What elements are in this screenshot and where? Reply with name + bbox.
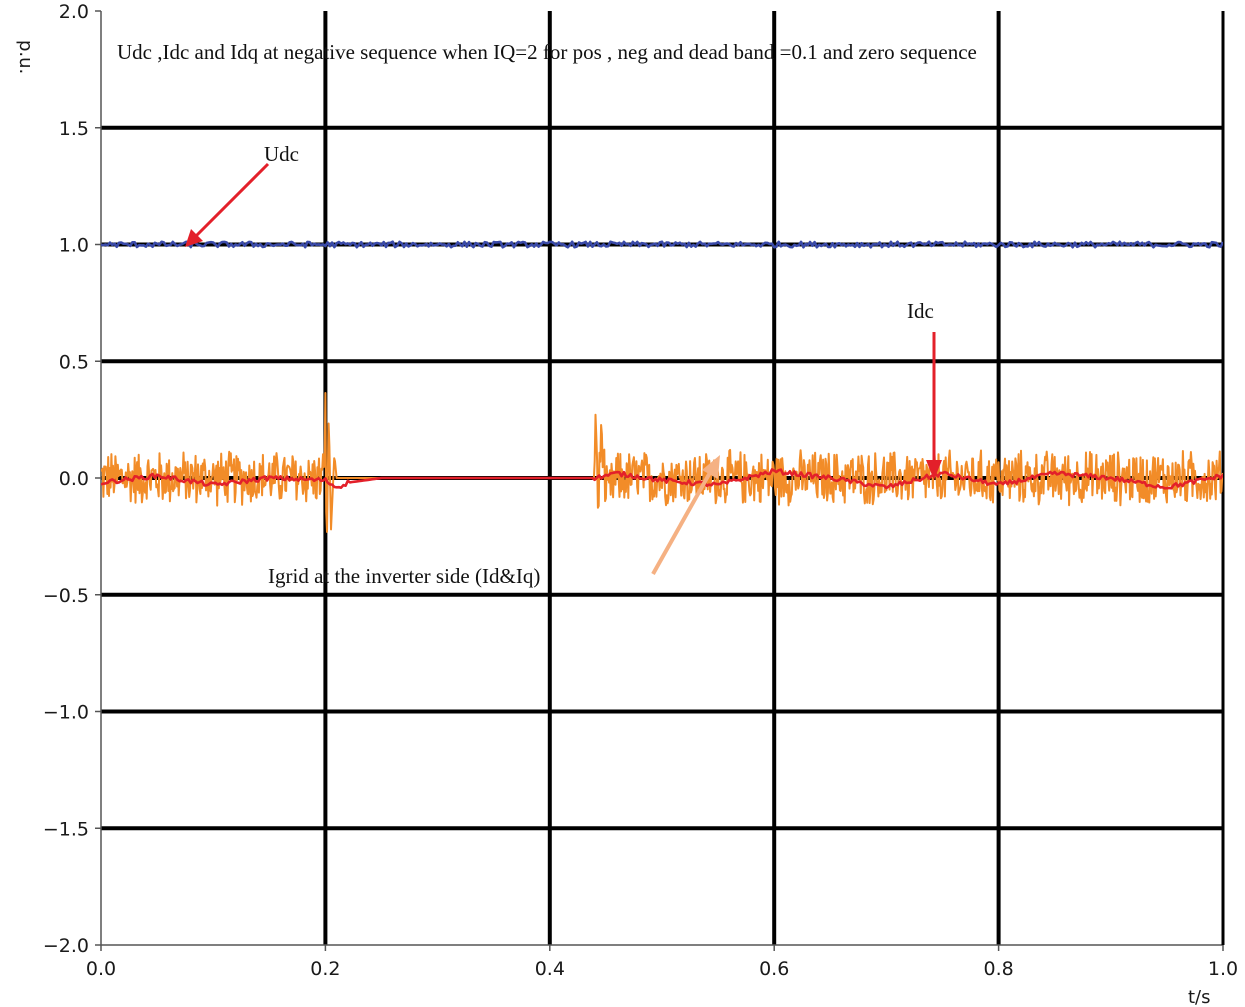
y-tick-label: −2.0 <box>43 935 89 957</box>
y-tick-label: 2.0 <box>59 1 89 23</box>
igrid-arrowhead <box>702 455 720 479</box>
y-tick-label: −1.5 <box>43 818 89 840</box>
idc-arrowhead <box>926 460 942 480</box>
x-tick-label: 0.0 <box>86 958 116 980</box>
y-axis-title: p.u. <box>15 40 36 74</box>
igrid-annotation-label: Igrid at the inverter side (Id&Iq) <box>268 564 540 588</box>
y-tick-label: 0.5 <box>59 351 89 373</box>
idc-annotation: Idc <box>907 299 942 480</box>
udc-annotation: Udc <box>185 142 299 247</box>
x-tick-label: 0.6 <box>759 958 789 980</box>
udc-arrow <box>193 162 270 239</box>
y-tick-label: −1.0 <box>43 702 89 724</box>
y-tick-label: 1.5 <box>59 118 89 140</box>
udc-arrowhead <box>185 229 203 247</box>
x-tick-label: 0.2 <box>310 958 340 980</box>
series-udc <box>101 240 1223 249</box>
y-tick-label: 0.0 <box>59 468 89 490</box>
igrid-annotation: Igrid at the inverter side (Id&Iq) <box>268 455 720 588</box>
x-tick-label: 0.8 <box>983 958 1013 980</box>
series-idc <box>101 468 1223 490</box>
x-axis-title: t/s <box>1188 987 1211 1007</box>
x-tick-label: 0.4 <box>535 958 565 980</box>
series-igrid-at-the-inverter-side-id-iq <box>101 392 1223 533</box>
y-tick-label: 1.0 <box>59 235 89 257</box>
tick-labels: 0.0 0.2 0.4 0.6 0.8 1.0 2.0 1.5 1.0 0.5 0.0 −0.5 −1.… <box>43 1 1238 980</box>
series-group <box>101 240 1223 533</box>
y-tick-label: −0.5 <box>43 585 89 607</box>
igrid-arrow <box>651 468 714 575</box>
udc-annotation-label: Udc <box>264 142 299 166</box>
x-tick-label: 1.0 <box>1208 958 1238 980</box>
chart-title: Udc ,Idc and Idq at negative sequence wh… <box>117 40 977 64</box>
idc-annotation-label: Idc <box>907 299 934 323</box>
